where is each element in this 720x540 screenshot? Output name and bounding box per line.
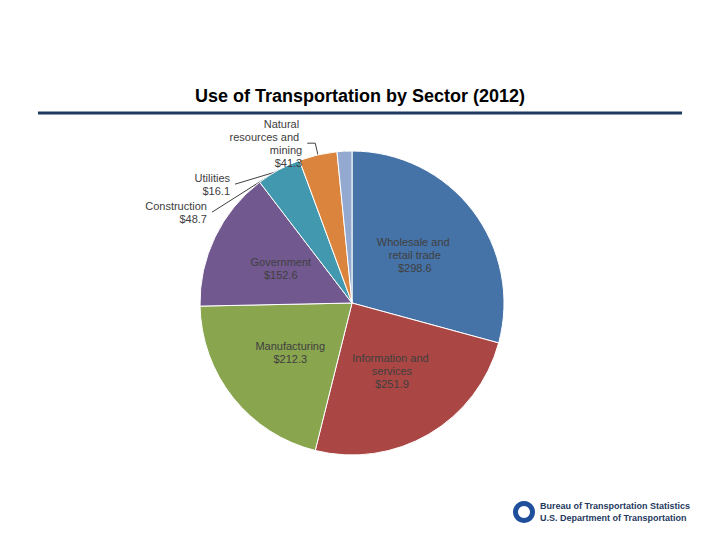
svg-text:Wholesale and: Wholesale and [377,236,453,248]
svg-text:Bureau of Transportation Stati: Bureau of Transportation Statistics [540,501,690,511]
svg-text:Information and: Information and [352,352,432,364]
svg-text:$48.7: $48.7 [179,213,207,225]
svg-text:$152.6: $152.6 [264,269,298,281]
svg-text:Natural: Natural [264,118,303,130]
svg-text:$212.3: $212.3 [273,353,307,365]
svg-text:$16.1: $16.1 [202,185,230,197]
svg-text:resources and: resources and [229,131,302,143]
svg-text:services: services [372,365,413,377]
svg-text:mining: mining [270,144,302,156]
svg-text:Utilities: Utilities [195,172,231,184]
svg-text:Construction: Construction [145,200,207,212]
svg-text:retail trade: retail trade [389,249,441,261]
svg-text:$41.3: $41.3 [275,157,303,169]
svg-text:Government: Government [251,256,312,268]
svg-text:$251.9: $251.9 [375,378,409,390]
svg-text:Use of Transportation by Secto: Use of Transportation by Sector (2012) [195,86,525,106]
svg-text:$298.6: $298.6 [398,262,432,274]
svg-text:Manufacturing: Manufacturing [255,340,325,352]
svg-text:U.S. Department of Transportat: U.S. Department of Transportation [540,513,687,523]
